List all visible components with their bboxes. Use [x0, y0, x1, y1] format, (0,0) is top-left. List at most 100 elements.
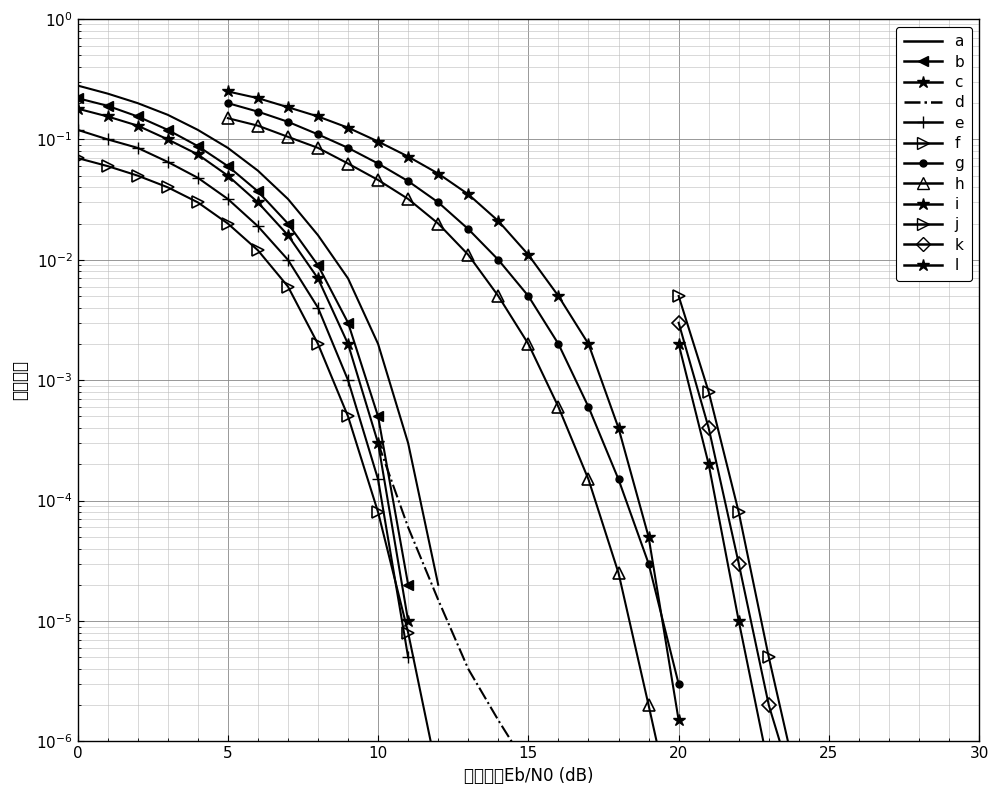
d: [402, 522, 414, 532]
e: [192, 173, 204, 182]
i: [522, 250, 534, 259]
e: [102, 135, 114, 144]
l: [733, 616, 745, 626]
h: [613, 568, 625, 578]
d: [462, 664, 474, 673]
j: [733, 508, 745, 517]
h: [282, 132, 294, 142]
e: [72, 125, 84, 135]
i: [582, 339, 594, 349]
f: [432, 773, 444, 782]
a: [72, 80, 84, 90]
e: [252, 221, 264, 231]
c: [192, 150, 204, 159]
h: [372, 175, 384, 185]
g: [222, 99, 234, 108]
h: [432, 219, 444, 228]
h: [342, 158, 354, 168]
a: [372, 339, 384, 349]
b: [342, 318, 354, 327]
c: [132, 121, 144, 131]
a: [132, 99, 144, 108]
b: [72, 93, 84, 103]
e: [222, 194, 234, 204]
g: [462, 224, 474, 234]
h: [582, 474, 594, 484]
i: [222, 87, 234, 96]
k: [733, 559, 745, 568]
Y-axis label: 误比特率: 误比特率: [11, 361, 29, 400]
a: [282, 194, 294, 204]
Line: h: h: [222, 112, 684, 796]
b: [312, 260, 324, 270]
h: [522, 339, 534, 349]
Line: b: b: [73, 93, 413, 590]
h: [402, 194, 414, 204]
d: [432, 595, 444, 605]
Line: l: l: [672, 338, 865, 796]
a: [402, 439, 414, 448]
f: [402, 628, 414, 638]
g: [372, 158, 384, 168]
e: [282, 255, 294, 264]
b: [402, 580, 414, 590]
f: [312, 339, 324, 349]
a: [432, 580, 444, 590]
c: [312, 274, 324, 283]
d: [492, 716, 504, 725]
h: [552, 402, 564, 412]
Line: g: g: [221, 96, 686, 691]
f: [72, 154, 84, 163]
g: [522, 291, 534, 301]
d: [522, 763, 534, 773]
h: [643, 700, 655, 710]
f: [162, 182, 174, 192]
b: [222, 162, 234, 171]
a: [342, 274, 354, 283]
Legend: a, b, c, d, e, f, g, h, i, j, k, l: a, b, c, d, e, f, g, h, i, j, k, l: [896, 26, 972, 281]
c: [102, 111, 114, 121]
j: [793, 785, 805, 794]
f: [372, 508, 384, 517]
i: [552, 291, 564, 301]
h: [222, 113, 234, 123]
Line: i: i: [222, 85, 685, 727]
b: [192, 141, 204, 150]
h: [492, 291, 504, 301]
e: [312, 303, 324, 313]
c: [342, 339, 354, 349]
h: [312, 143, 324, 153]
g: [342, 143, 354, 153]
b: [102, 101, 114, 111]
i: [252, 93, 264, 103]
h: [462, 250, 474, 259]
b: [162, 125, 174, 135]
g: [582, 402, 594, 412]
i: [282, 103, 294, 112]
a: [162, 110, 174, 119]
i: [372, 137, 384, 146]
g: [643, 559, 655, 568]
i: [402, 152, 414, 162]
j: [673, 291, 685, 301]
i: [462, 189, 474, 199]
X-axis label: 信噪比：Eb/N0 (dB): 信噪比：Eb/N0 (dB): [464, 767, 593, 785]
b: [132, 111, 144, 121]
f: [132, 171, 144, 181]
e: [162, 157, 174, 166]
b: [372, 412, 384, 421]
e: [402, 653, 414, 662]
i: [432, 169, 444, 178]
i: [312, 111, 324, 121]
Line: e: e: [71, 123, 414, 664]
g: [312, 130, 324, 139]
k: [673, 318, 685, 327]
k: [703, 423, 715, 433]
g: [432, 197, 444, 207]
f: [102, 162, 114, 171]
i: [492, 217, 504, 226]
f: [192, 197, 204, 207]
c: [252, 197, 264, 207]
f: [342, 412, 354, 421]
c: [162, 135, 174, 144]
